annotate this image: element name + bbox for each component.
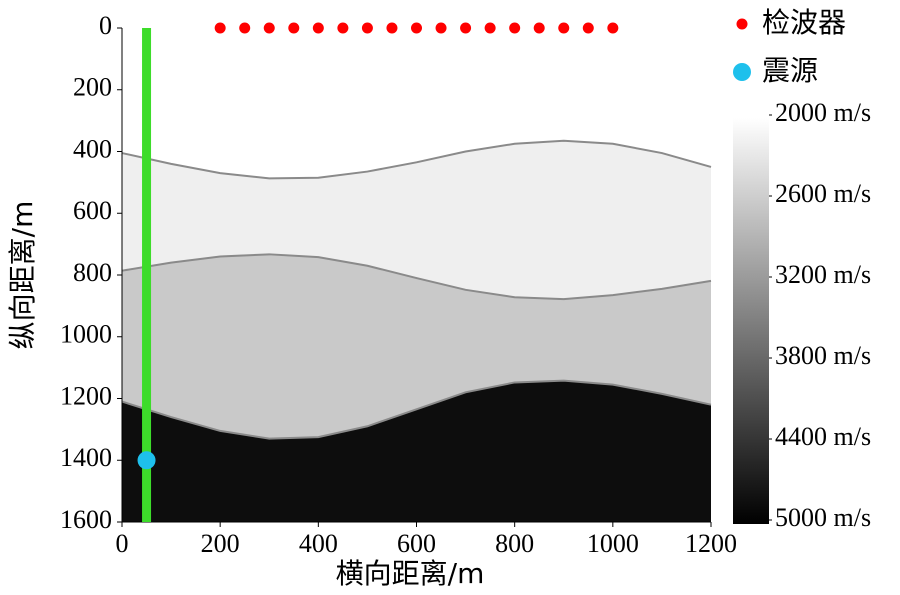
- layer-boundary: [121, 253, 712, 301]
- receiver: [607, 22, 619, 34]
- receiver: [239, 22, 251, 34]
- source: [137, 451, 156, 470]
- y-tick-label: 600: [73, 196, 112, 225]
- receiver: [312, 22, 324, 34]
- legend-marker: [736, 18, 748, 30]
- colorbar-tick-label: 3800 m/s: [775, 341, 871, 370]
- y-axis-label: 纵向距离/m: [6, 201, 39, 350]
- y-tick-label: 400: [73, 134, 112, 163]
- colorbar-tick-label: 3200 m/s: [775, 260, 871, 289]
- x-axis-label: 横向距离/m: [336, 557, 485, 590]
- x-tick-label: 1200: [685, 529, 737, 558]
- receiver: [509, 22, 521, 34]
- y-tick-label: 1400: [60, 443, 112, 472]
- legend-label: 检波器: [762, 6, 846, 39]
- y-tick-label: 1200: [60, 381, 112, 410]
- receiver: [582, 22, 594, 34]
- x-tick-label: 1000: [587, 529, 639, 558]
- layer-boundary: [121, 379, 712, 440]
- receiver: [484, 22, 496, 34]
- receiver: [337, 22, 349, 34]
- y-tick-label: 200: [73, 73, 112, 102]
- x-tick-label: 200: [201, 529, 240, 558]
- x-tick-label: 800: [495, 529, 534, 558]
- receiver: [214, 22, 226, 34]
- legend-label: 震源: [762, 54, 818, 87]
- receiver: [288, 22, 300, 34]
- x-tick-label: 0: [116, 529, 129, 558]
- y-tick-label: 1600: [60, 505, 112, 534]
- y-tick-label: 1000: [60, 320, 112, 349]
- receiver: [361, 22, 373, 34]
- colorbar-tick-label: 4400 m/s: [775, 422, 871, 451]
- receiver: [411, 22, 422, 34]
- colorbar: [733, 118, 769, 524]
- receiver: [263, 22, 275, 34]
- receiver: [435, 22, 447, 34]
- receiver: [460, 22, 472, 34]
- colorbar-tick-label: 2000 m/s: [775, 98, 871, 127]
- layer-fill: [122, 380, 711, 522]
- colorbar-tick-label: 2600 m/s: [775, 179, 871, 208]
- x-tick-label: 600: [397, 529, 436, 558]
- legend-marker: [733, 63, 751, 81]
- y-tick-label: 800: [73, 258, 112, 287]
- receiver: [558, 22, 570, 34]
- layer-boundary: [121, 139, 712, 180]
- y-tick-label: 0: [99, 11, 112, 40]
- x-tick-label: 400: [299, 529, 338, 558]
- receiver: [386, 22, 398, 34]
- receiver: [533, 22, 545, 34]
- colorbar-tick-label: 5000 m/s: [775, 503, 871, 532]
